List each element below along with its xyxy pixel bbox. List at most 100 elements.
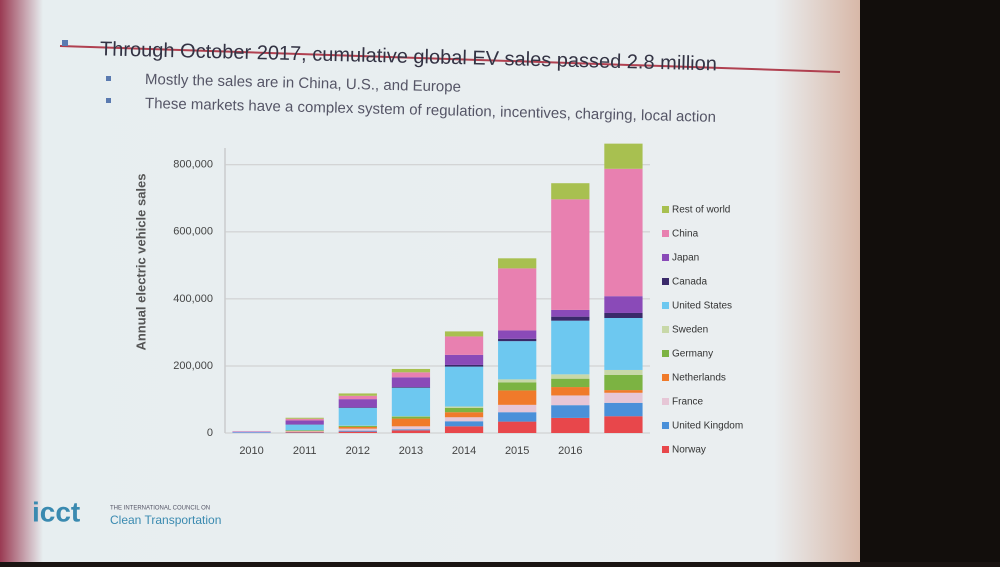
bar-segment	[445, 367, 483, 407]
bar-segment	[498, 258, 536, 268]
bar-segment	[498, 268, 536, 330]
x-tick-label: 2015	[505, 445, 529, 457]
x-tick-label: 2011	[293, 445, 317, 457]
bar-segment	[392, 419, 430, 427]
bar-segment	[551, 387, 589, 395]
legend-swatch	[662, 206, 669, 213]
bar-segment	[604, 390, 642, 393]
bar-segment	[392, 429, 430, 430]
bar-segment	[392, 372, 430, 377]
bar-segment	[445, 331, 483, 336]
legend-swatch	[662, 422, 669, 429]
y-tick-label: 800,000	[173, 159, 213, 171]
bar-segment	[339, 399, 377, 407]
bar-segment	[286, 430, 324, 431]
bullet	[106, 98, 111, 103]
bar-segment	[392, 426, 430, 429]
legend-label: United Kingdom	[672, 421, 743, 432]
bar-segment	[604, 375, 642, 390]
bullet	[62, 40, 68, 46]
bar-segment	[392, 417, 430, 419]
bar-segment	[498, 412, 536, 421]
legend-swatch	[662, 326, 669, 333]
bar-segment	[498, 330, 536, 338]
y-tick-label: 200,000	[173, 360, 213, 372]
legend-swatch	[662, 230, 669, 237]
bar-segment	[392, 430, 430, 433]
bar-segment	[604, 169, 642, 296]
legend-label: France	[672, 397, 704, 408]
bar-segment	[339, 426, 377, 427]
bar-segment	[286, 432, 324, 433]
bar-segment	[445, 421, 483, 426]
bar-segment	[392, 377, 430, 387]
bar-segment	[286, 420, 324, 424]
bar-segment	[339, 396, 377, 399]
bar-segment	[286, 419, 324, 421]
bar-segment	[604, 416, 642, 433]
logo: icct	[32, 496, 80, 527]
room	[860, 0, 1000, 562]
bar-segment	[551, 395, 589, 405]
bar-segment	[339, 393, 377, 395]
bar-segment	[551, 310, 589, 317]
legend-swatch	[662, 350, 669, 357]
bar-segment	[445, 408, 483, 412]
legend-label: Canada	[672, 277, 707, 288]
legend-swatch	[662, 302, 669, 309]
bar-segment	[445, 417, 483, 421]
bar-segment	[232, 432, 270, 433]
legend-swatch	[662, 446, 669, 453]
bar-segment	[498, 341, 536, 379]
legend-swatch	[662, 278, 669, 285]
bar-segment	[445, 336, 483, 354]
bar-segment	[339, 432, 377, 433]
org-line: Clean Transportation	[110, 513, 221, 527]
org-line: THE INTERNATIONAL COUNCIL ON	[110, 506, 210, 512]
bar-segment	[551, 199, 589, 310]
bar-segment	[286, 431, 324, 432]
bullet	[106, 76, 111, 81]
bar-segment	[392, 387, 430, 388]
bar-segment	[339, 408, 377, 426]
y-tick-label: 600,000	[173, 226, 213, 238]
legend-swatch	[662, 374, 669, 381]
bar-segment	[445, 407, 483, 408]
bar-segment	[551, 418, 589, 433]
bar-segment	[339, 429, 377, 431]
bar-segment	[551, 183, 589, 199]
bar-segment	[445, 355, 483, 365]
legend-label: Germany	[672, 349, 713, 360]
y-tick-label: 0	[207, 427, 213, 439]
legend-label: United States	[672, 301, 732, 312]
legend-label: Rest of world	[672, 205, 730, 216]
bar-segment	[498, 379, 536, 382]
bar-segment	[286, 425, 324, 431]
bar-segment	[339, 427, 377, 429]
bar-segment	[551, 374, 589, 378]
y-axis-label: Annual electric vehicle sales	[133, 173, 148, 350]
x-tick-label: 2016	[558, 445, 582, 457]
legend-label: Japan	[672, 253, 699, 264]
bar-segment	[551, 405, 589, 418]
bar-segment	[445, 426, 483, 433]
bar-segment	[498, 422, 536, 433]
legend-label: Norway	[672, 445, 706, 456]
bar-segment	[232, 432, 270, 433]
bar-segment	[604, 318, 642, 370]
legend-swatch	[662, 398, 669, 405]
bar-segment	[551, 321, 589, 375]
bar-segment	[604, 144, 642, 169]
bar-segment	[551, 379, 589, 387]
x-tick-label: 2013	[399, 445, 423, 457]
legend-label: China	[672, 229, 699, 240]
bar-segment	[445, 412, 483, 417]
bar-segment	[604, 393, 642, 403]
bar-segment	[604, 313, 642, 318]
bar-segment	[604, 296, 642, 313]
bar-segment	[445, 365, 483, 367]
y-tick-label: 400,000	[173, 293, 213, 305]
legend-label: Sweden	[672, 325, 708, 336]
